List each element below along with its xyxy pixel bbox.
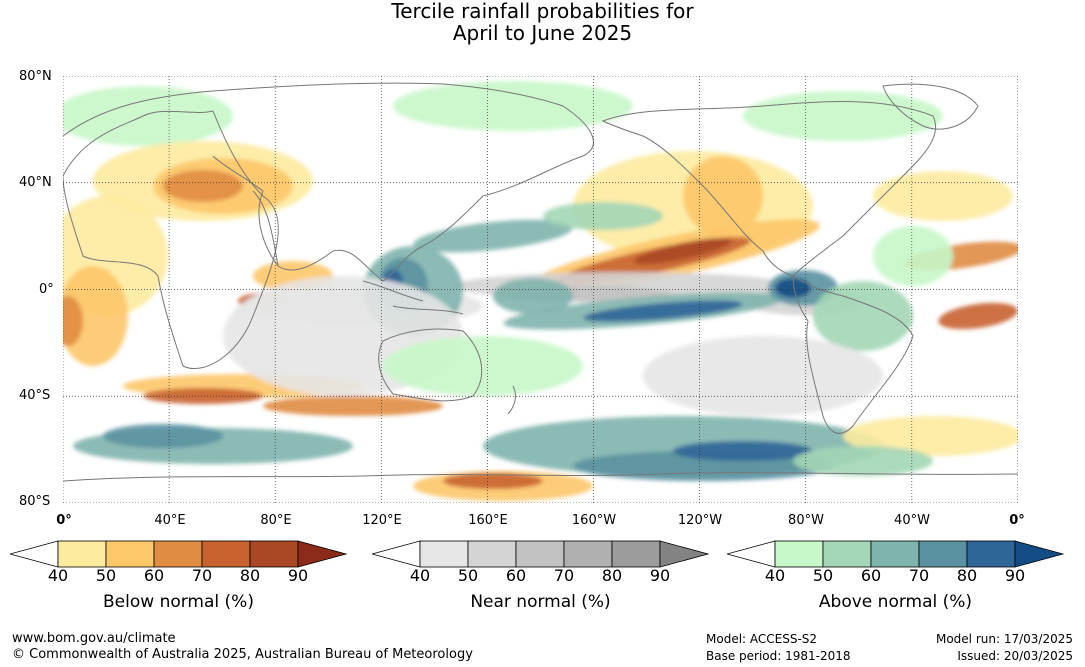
- colorbar-tick-label: 40: [409, 566, 431, 585]
- footer-issued: Issued: 20/03/2025: [957, 649, 1073, 663]
- footer-base-period: Base period: 1981-2018: [706, 649, 851, 663]
- colorbar-segment: [822, 540, 872, 568]
- footer-copyright: © Commonwealth of Australia 2025, Austra…: [12, 647, 473, 662]
- colorbar-lower-extension: [10, 540, 59, 568]
- colorbar-tick-label: 90: [287, 566, 309, 585]
- lon-label-80e: 80°E: [260, 513, 292, 528]
- lon-label-160w: 160°W: [571, 513, 617, 528]
- colorbar-lower-extension: [727, 540, 776, 568]
- lon-label-0-east: 0°: [1009, 513, 1025, 528]
- lat-label-80s: 80°S: [19, 494, 51, 509]
- colorbar-tick-label: 90: [1004, 566, 1026, 585]
- lon-label-120w: 120°W: [677, 513, 723, 528]
- lon-label-160e: 160°E: [468, 513, 508, 528]
- below-normal-label: Below normal (%): [103, 592, 254, 612]
- map-canvas: [63, 76, 1018, 503]
- lon-label-0: 0°: [56, 513, 72, 528]
- colorbar-tick-label: 50: [95, 566, 117, 585]
- colorbar-segment: [966, 540, 1016, 568]
- colorbar-upper-extension: [659, 540, 710, 568]
- near-normal-colorbar: [372, 540, 710, 568]
- lon-label-40w: 40°W: [894, 513, 930, 528]
- colorbar-tick-label: 80: [956, 566, 978, 585]
- lat-label-40s: 40°S: [19, 388, 51, 403]
- footer-model-run: Model run: 17/03/2025: [935, 632, 1073, 646]
- probability-shading: [63, 81, 1018, 501]
- lat-label-equator: 0°: [39, 282, 54, 297]
- colorbar-tick-label: 80: [239, 566, 261, 585]
- colorbar-segment: [201, 540, 251, 568]
- colorbar-segment: [249, 540, 299, 568]
- footer-url: www.bom.gov.au/climate: [12, 631, 176, 646]
- lat-label-80n: 80°N: [19, 69, 52, 84]
- colorbar-lower-extension: [372, 540, 421, 568]
- colorbar-tick-label: 70: [553, 566, 575, 585]
- lon-label-80w: 80°W: [788, 513, 824, 528]
- colorbar-segment: [870, 540, 920, 568]
- colorbar-tick-label: 60: [143, 566, 165, 585]
- colorbar-tick-label: 70: [908, 566, 930, 585]
- colorbar-tick-label: 60: [860, 566, 882, 585]
- graticule: [63, 76, 1018, 503]
- colorbar-segment: [563, 540, 613, 568]
- above-normal-label: Above normal (%): [818, 592, 973, 612]
- colorbar-tick-label: 90: [649, 566, 671, 585]
- colorbar-tick-label: 50: [812, 566, 834, 585]
- colorbar-segment: [918, 540, 968, 568]
- colorbar-segment: [153, 540, 203, 568]
- lon-label-120e: 120°E: [362, 513, 402, 528]
- colorbar-segment: [467, 540, 517, 568]
- colorbar-tick-label: 60: [505, 566, 527, 585]
- colorbar-tick-label: 80: [601, 566, 623, 585]
- map-title: Tercile rainfall probabilities for April…: [0, 0, 1085, 44]
- colorbar-segment: [105, 540, 155, 568]
- title-line-1: Tercile rainfall probabilities for: [391, 0, 694, 23]
- colorbar-segment: [774, 540, 824, 568]
- lat-label-40n: 40°N: [19, 175, 52, 190]
- colorbar-segment: [57, 540, 107, 568]
- colorbar-tick-label: 70: [191, 566, 213, 585]
- colorbar-upper-extension: [1014, 540, 1065, 568]
- below-normal-colorbar: [10, 540, 348, 568]
- colorbar-upper-extension: [297, 540, 348, 568]
- colorbar-tick-label: 40: [764, 566, 786, 585]
- colorbar-segment: [611, 540, 661, 568]
- colorbar-tick-label: 50: [457, 566, 479, 585]
- footer-model: Model: ACCESS-S2: [706, 632, 818, 646]
- rainfall-probability-map: [63, 76, 1018, 503]
- title-line-2: April to June 2025: [452, 21, 633, 45]
- above-normal-colorbar: [727, 540, 1065, 568]
- lon-label-40e: 40°E: [154, 513, 186, 528]
- near-normal-label: Near normal (%): [470, 592, 611, 612]
- colorbar-segment: [419, 540, 469, 568]
- colorbar-tick-label: 40: [47, 566, 69, 585]
- coastlines: [63, 82, 1018, 482]
- colorbar-segment: [515, 540, 565, 568]
